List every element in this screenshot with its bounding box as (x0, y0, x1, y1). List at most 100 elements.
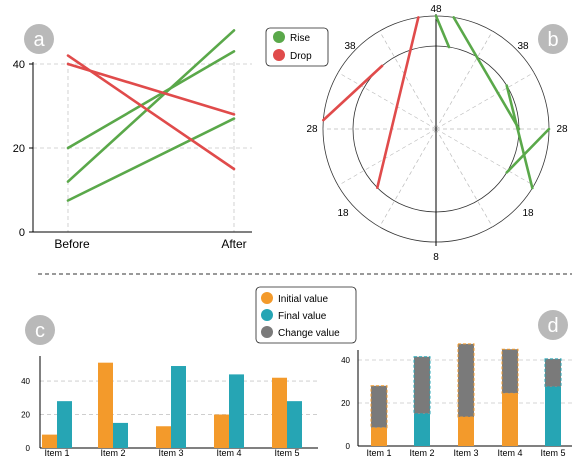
panel-d-bar-change (501, 348, 519, 394)
panel-a-xtick-before: Before (54, 237, 90, 251)
panel-d-xtick-label: Item 1 (366, 448, 391, 458)
panel-c-bar-final (287, 401, 302, 448)
panel-b-angle-labels: 48 38 38 28 28 18 18 8 (306, 4, 568, 263)
panel-b-line-drop (322, 64, 384, 122)
legend-final-label: Final value (278, 311, 327, 322)
panel-b-angle-label: 18 (522, 208, 534, 219)
panel-d-xtick-label: Item 5 (540, 448, 565, 458)
panel-b-angle-label: 18 (337, 208, 349, 219)
panel-b-line-rise (505, 84, 534, 190)
panel-c-ticks: 0 20 40 Item 1 Item 2 Item 3 Item 4 Item 5 (21, 377, 299, 458)
panel-c-xtick-label: Item 3 (158, 448, 183, 458)
panel-a: 0 20 40 Before After a (13, 24, 252, 251)
legend-drop-label: Drop (290, 51, 312, 62)
panel-d-bar-change (370, 385, 388, 429)
panel-b-spoke (337, 72, 437, 130)
panel-a-line-drop (66, 54, 236, 171)
legend-change-label: Change value (278, 328, 340, 339)
panel-b-angle-label: 38 (344, 41, 356, 52)
panel-b-grid (322, 14, 550, 246)
panel-d-bar-change (544, 358, 562, 388)
panel-b-badge (538, 24, 568, 54)
panel-d-xtick-label: Item 4 (497, 448, 522, 458)
panel-d-bar-change (413, 356, 431, 415)
panel-a-ytick-label: 40 (13, 59, 25, 71)
panel-a-lines (66, 29, 236, 202)
legend-final-marker (261, 309, 273, 321)
panel-b-angle-label: 8 (433, 252, 439, 263)
panel-d-xtick-label: Item 2 (409, 448, 434, 458)
panel-c-badge-label: c (35, 320, 45, 342)
panel-b-spoke (435, 30, 493, 130)
legend-values: Initial value Final value Change value (255, 286, 357, 344)
panel-a-line-rise (66, 50, 236, 150)
panel-d-bars (370, 343, 562, 446)
panel-a-badge-label: a (33, 29, 45, 51)
panel-c-bar-initial (214, 414, 229, 448)
panel-b-angle-label: 38 (517, 41, 529, 52)
panel-b-badge-label: b (547, 29, 558, 51)
panel-c-xtick-label: Item 4 (216, 448, 241, 458)
panel-c-bar-initial (156, 426, 171, 448)
panel-a-ytick-label: 0 (19, 227, 25, 239)
panel-b-angle-label: 28 (306, 124, 318, 135)
panel-b-line-rise (505, 127, 551, 174)
panel-b-spoke (435, 128, 535, 186)
panel-b-lines (322, 14, 551, 190)
panel-b-angle-label: 48 (430, 4, 442, 15)
panel-d-bar-initial (502, 393, 518, 446)
panel-b-spoke (337, 128, 437, 186)
panel-b-spoke (379, 30, 437, 130)
panel-a-line-rise (66, 29, 236, 183)
legend-rise-label: Rise (290, 33, 310, 44)
panel-d-ytick-label: 0 (346, 442, 351, 451)
panel-d-bar-initial (458, 416, 474, 446)
panel-c-xtick-label: Item 1 (44, 448, 69, 458)
legend-initial-label: Initial value (278, 294, 328, 305)
panel-b-line-drop (376, 16, 420, 189)
panel-d-bar-change (457, 343, 475, 418)
panel-c-bar-final (57, 401, 72, 448)
panel-d-bar-final (545, 386, 561, 446)
panel-a-ytick-label: 20 (13, 143, 25, 155)
panel-d-ytick-label: 20 (341, 399, 350, 408)
panel-d-xtick-label: Item 3 (453, 448, 478, 458)
legend-drop-marker (273, 49, 285, 61)
panel-b-line-rise (434, 14, 451, 49)
panel-d-badge (538, 310, 568, 340)
panel-a-ticks: 0 20 40 (13, 59, 33, 239)
panel-b: 48 38 38 28 28 18 18 8 b (306, 4, 568, 263)
panel-c-bar-initial (272, 377, 287, 448)
panel-b-spoke (379, 128, 437, 228)
panel-b-line-rise (452, 16, 521, 131)
panel-c-bar-final (229, 374, 244, 448)
panel-c-bar-initial (42, 434, 57, 448)
legend-change-marker (261, 326, 273, 338)
panel-b-angle-label: 28 (556, 124, 568, 135)
legend-rise-drop: Rise Drop (265, 27, 329, 67)
panel-b-spoke (435, 72, 535, 130)
panel-d-badge-label: d (547, 315, 558, 337)
panel-c-ytick-label: 40 (21, 377, 30, 386)
panel-d-bar-final (414, 413, 430, 446)
panel-c-badge (25, 315, 55, 345)
panel-c-ytick-label: 20 (21, 411, 30, 420)
panel-c-bar-final (171, 366, 186, 448)
panel-c-ytick-label: 0 (26, 444, 31, 453)
panel-d-ticks: 0 20 40 Item 1 Item 2 Item 3 Item 4 Item 5 (341, 356, 565, 458)
panel-d-ytick-label: 40 (341, 356, 350, 365)
panel-c-grid (40, 380, 318, 415)
panel-c: 0 20 40 Item 1 Item 2 Item 3 Item 4 Item 5 c (21, 315, 318, 458)
panel-c-bars (42, 362, 302, 448)
panel-b-spoke (435, 128, 493, 228)
panel-a-line-rise (66, 117, 236, 202)
panel-a-line-drop (66, 62, 236, 116)
legend-values-frame (255, 286, 357, 344)
panel-c-bar-initial (98, 362, 113, 448)
panel-a-badge (24, 24, 54, 54)
panel-c-xtick-label: Item 2 (100, 448, 125, 458)
panel-a-xtick-after: After (221, 237, 246, 251)
legend-rise-marker (273, 31, 285, 43)
panel-d: 0 20 40 Item 1 Item 2 Item 3 Item 4 Item 5 d (341, 310, 572, 458)
